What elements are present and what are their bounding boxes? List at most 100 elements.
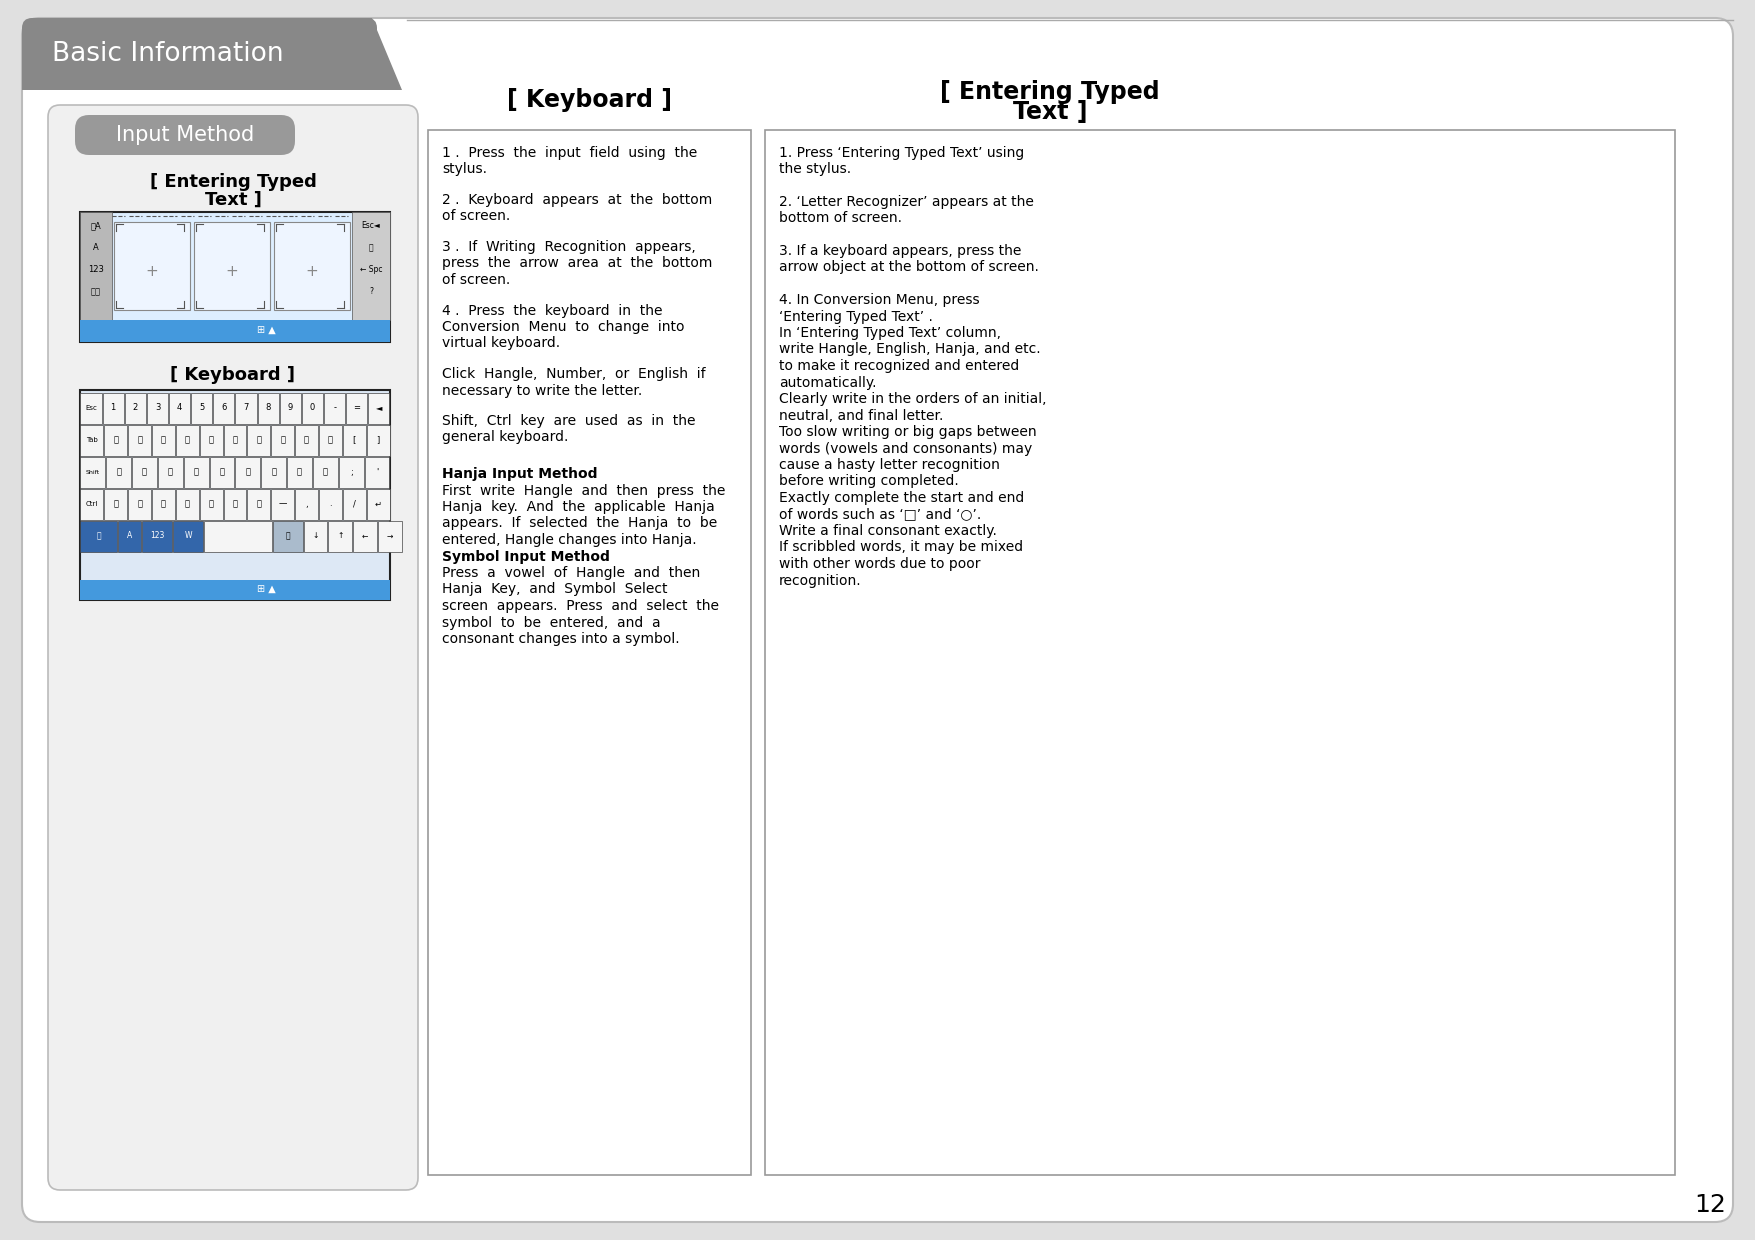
Text: necessary to write the letter.: necessary to write the letter. [442,383,642,398]
Text: [: [ [353,435,356,444]
Text: ㅔ: ㅔ [328,435,333,444]
Bar [158,456,183,487]
Text: ← Spc: ← Spc [360,265,383,274]
Bar [174,521,204,552]
Text: Hanja  key.  And  the  applicable  Hanja: Hanja key. And the applicable Hanja [442,500,714,515]
Text: Write a final consonant exactly.: Write a final consonant exactly. [779,525,997,538]
Text: ㅕ: ㅕ [256,435,261,444]
Text: W: W [184,532,193,541]
Bar [353,521,377,552]
Text: 0: 0 [311,403,316,413]
Text: 123: 123 [151,532,165,541]
Bar [107,456,132,487]
Text: ㅏ: ㅏ [297,467,302,476]
Bar [81,456,105,487]
Text: press  the  arrow  area  at  the  bottom: press the arrow area at the bottom [442,257,713,270]
Text: ㅡ: ㅡ [256,500,261,508]
Text: →: → [386,532,393,541]
Text: general keyboard.: general keyboard. [442,430,569,444]
Text: [ Keyboard ]: [ Keyboard ] [170,366,295,384]
Bar [367,489,390,520]
Bar [377,521,402,552]
Bar [279,393,300,424]
Text: ㅂ: ㅂ [114,435,118,444]
Text: In ‘Entering Typed Text’ column,: In ‘Entering Typed Text’ column, [779,326,1000,340]
FancyBboxPatch shape [75,115,295,155]
Bar [342,489,365,520]
Text: ㅇ: ㅇ [168,467,174,476]
Text: ㅌ: ㅌ [137,500,142,508]
Bar [288,456,312,487]
Bar [325,393,346,424]
Text: ㅗ: ㅗ [246,467,251,476]
Text: 9: 9 [288,403,293,413]
Bar [328,521,353,552]
Text: virtual keyboard.: virtual keyboard. [442,336,560,351]
Bar [319,424,342,455]
Bar [272,424,295,455]
Bar [235,456,260,487]
Text: ◄: ◄ [376,403,383,413]
Bar [176,489,198,520]
Text: symbol  to  be  entered,  and  a: symbol to be entered, and a [442,615,660,630]
Text: 한자: 한자 [91,288,102,296]
Bar [81,424,104,455]
FancyBboxPatch shape [47,105,418,1190]
Bar [304,521,328,552]
Text: ㅈ: ㅈ [137,435,142,444]
Text: before writing completed.: before writing completed. [779,475,958,489]
Text: 가A: 가A [91,222,102,231]
Bar [223,424,246,455]
Text: -: - [333,403,337,413]
Text: 漢: 漢 [286,532,290,541]
Text: 123: 123 [88,265,104,274]
Bar [342,424,365,455]
Text: ㅊ: ㅊ [161,500,167,508]
Bar [200,424,223,455]
Text: ': ' [376,467,379,476]
Text: =: = [353,403,360,413]
Text: ㅣ: ㅣ [323,467,328,476]
Bar [147,393,168,424]
Text: Hanja  Key,  and  Symbol  Select: Hanja Key, and Symbol Select [442,583,667,596]
Text: recognition.: recognition. [779,573,862,588]
Text: entered, Hangle changes into Hanja.: entered, Hangle changes into Hanja. [442,533,697,547]
Bar [209,456,235,487]
Text: ;: ; [349,467,353,476]
Text: ⊞ ▲: ⊞ ▲ [256,585,276,595]
Text: ㅓ: ㅓ [272,467,276,476]
Bar [205,521,272,552]
Bar [81,212,390,342]
Text: ㅎ: ㅎ [219,467,225,476]
Text: Clearly write in the orders of an initial,: Clearly write in the orders of an initia… [779,392,1046,405]
Bar [142,521,172,552]
Text: —: — [279,500,286,508]
Text: Conversion  Menu  to  change  into: Conversion Menu to change into [442,320,684,334]
Text: 漢: 漢 [369,243,374,253]
Bar [312,456,337,487]
Text: write Hangle, English, Hanja, and etc.: write Hangle, English, Hanja, and etc. [779,342,1041,357]
Bar [346,393,367,424]
Bar [765,130,1674,1176]
Text: ㄹ: ㄹ [193,467,198,476]
Bar [367,424,390,455]
Bar [295,489,318,520]
Bar [114,222,190,310]
Text: Esc: Esc [86,405,97,410]
Text: 7: 7 [244,403,249,413]
Text: 3 .  If  Writing  Recognition  appears,: 3 . If Writing Recognition appears, [442,241,695,254]
Bar [235,393,256,424]
Text: ㅑ: ㅑ [281,435,286,444]
Text: ㅅ: ㅅ [209,435,214,444]
Text: Shift: Shift [86,470,100,475]
Text: of screen.: of screen. [442,210,511,223]
Text: 2. ‘Letter Recognizer’ appears at the: 2. ‘Letter Recognizer’ appears at the [779,195,1034,210]
Text: screen  appears.  Press  and  select  the: screen appears. Press and select the [442,599,720,613]
Text: 5: 5 [198,403,204,413]
Text: Basic Information: Basic Information [53,41,284,67]
Text: ㅠ: ㅠ [209,500,214,508]
Text: +: + [226,264,239,279]
Bar [153,424,176,455]
Text: ⊞ ▲: ⊞ ▲ [256,326,276,336]
Text: bottom of screen.: bottom of screen. [779,212,902,226]
